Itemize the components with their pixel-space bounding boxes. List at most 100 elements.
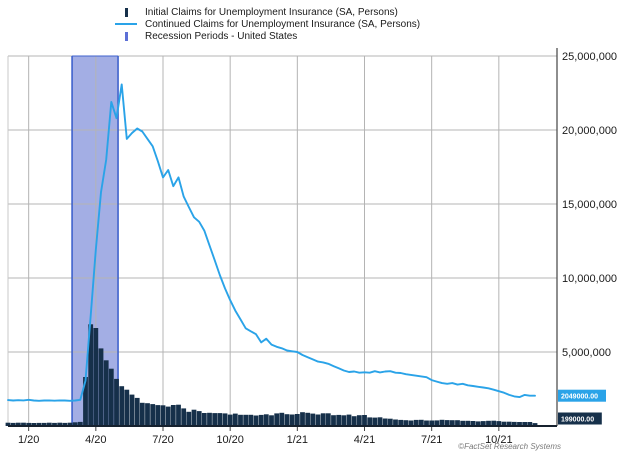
bar: [429, 420, 435, 426]
bar: [424, 420, 429, 426]
y-tick-label: 10,000,000: [562, 273, 617, 285]
bar: [201, 413, 207, 426]
bar: [238, 414, 243, 426]
bar: [83, 377, 88, 426]
x-tick-label: 1/21: [287, 434, 308, 446]
bar: [449, 420, 455, 426]
y-tick-label: 15,000,000: [562, 199, 617, 211]
x-tick-label: 7/21: [421, 434, 442, 446]
bar: [26, 422, 32, 426]
bar: [62, 422, 68, 426]
bar: [532, 423, 538, 426]
bar: [253, 415, 259, 426]
bar-marker-icon: [113, 7, 139, 17]
bar: [160, 405, 166, 426]
bar: [52, 422, 57, 426]
bar: [377, 417, 383, 426]
bar: [460, 420, 466, 426]
legend-label: Recession Periods - United States: [145, 30, 298, 42]
bar: [5, 422, 11, 426]
last-value-badge: [558, 389, 606, 402]
bar: [506, 421, 512, 426]
bar: [186, 411, 192, 426]
bar: [279, 412, 285, 426]
bar: [72, 422, 78, 426]
bar: [67, 422, 73, 426]
last-value-text: 2049000.00: [561, 394, 598, 401]
bar: [382, 418, 388, 426]
bar: [294, 414, 300, 426]
bar: [155, 405, 161, 426]
bar: [134, 397, 140, 426]
bar: [217, 413, 223, 426]
bar: [46, 422, 52, 426]
bar: [21, 422, 26, 426]
bar: [150, 404, 156, 426]
bar: [336, 414, 342, 426]
bar: [486, 420, 491, 426]
bar: [341, 415, 347, 426]
bar: [480, 421, 486, 426]
recession-band-borders: [71, 55, 119, 426]
bar: [403, 420, 409, 426]
bar: [413, 419, 419, 426]
bar: [207, 412, 212, 426]
line-continued-claims: [7, 83, 536, 402]
last-value-badge: [558, 412, 602, 425]
line-marker-icon: [113, 23, 139, 25]
bar: [310, 413, 316, 426]
legend-label: Initial Claims for Unemployment Insuranc…: [145, 6, 398, 18]
y-tick-label: 5,000,000: [562, 347, 611, 359]
bar: [305, 412, 311, 426]
bar: [124, 389, 130, 426]
bar: [346, 414, 352, 426]
bar: [300, 412, 305, 426]
bar: [15, 422, 21, 426]
bar: [325, 413, 331, 426]
bar: [88, 324, 94, 426]
bar: [108, 368, 114, 426]
bar: [181, 408, 187, 426]
y-tick-label: 25,000,000: [562, 51, 617, 63]
bar: [284, 414, 290, 426]
bar: [103, 360, 109, 426]
bar: [93, 328, 99, 426]
bar: [258, 414, 264, 426]
bar: [367, 417, 373, 426]
band-marker-icon: [113, 31, 139, 41]
legend: Initial Claims for Unemployment Insuranc…: [113, 6, 420, 42]
bar: [351, 416, 357, 426]
bar: [114, 378, 119, 426]
bar: [398, 419, 404, 426]
bar: [491, 420, 497, 426]
bar: [170, 405, 176, 426]
bar: [289, 414, 295, 426]
bar: [98, 348, 104, 426]
bar: [517, 422, 522, 426]
y-tick-label: 20,000,000: [562, 125, 617, 137]
bar: [439, 419, 445, 426]
bars-initial-claims: [5, 324, 538, 426]
bar: [408, 420, 414, 426]
bar: [227, 414, 233, 426]
bar: [455, 420, 460, 426]
bar: [511, 421, 517, 426]
legend-item-initial-claims: Initial Claims for Unemployment Insuranc…: [113, 6, 420, 18]
bar: [470, 421, 476, 426]
bar: [145, 403, 150, 426]
bar: [362, 415, 367, 426]
bar: [77, 421, 83, 426]
bar: [527, 422, 533, 426]
bar: [41, 422, 47, 426]
x-tick-label: 7/20: [152, 434, 173, 446]
legend-item-recession-periods: Recession Periods - United States: [113, 30, 420, 42]
bar: [356, 415, 362, 426]
bar: [263, 414, 269, 426]
bar: [393, 419, 398, 426]
bar: [501, 421, 507, 426]
bar: [315, 414, 321, 426]
x-axis: 1/20 4/20 7/20 10/20 1/21 4/21 7/21 10/21: [8, 425, 557, 446]
x-tick-label: 4/20: [85, 434, 106, 446]
bar: [387, 418, 393, 426]
bar: [269, 415, 274, 426]
